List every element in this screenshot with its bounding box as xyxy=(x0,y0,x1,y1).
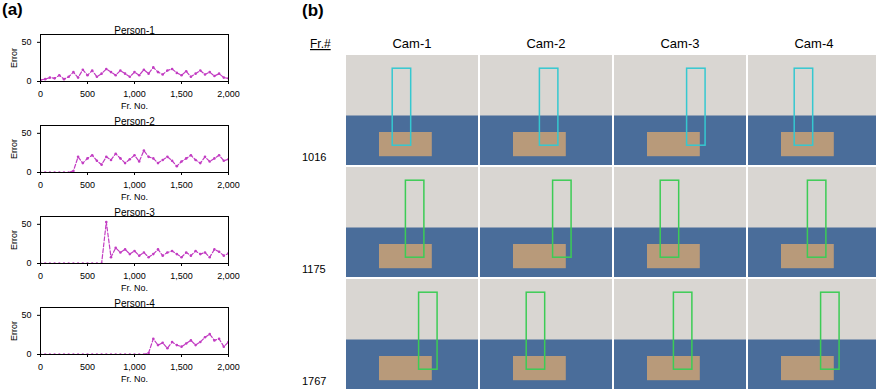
html-text:(a): (a) xyxy=(2,0,23,19)
svg-text:0: 0 xyxy=(26,258,31,268)
svg-text:0: 0 xyxy=(26,167,31,177)
svg-text:2,000: 2,000 xyxy=(217,271,240,281)
svg-text:0: 0 xyxy=(26,349,31,359)
svg-text:Cam-2: Cam-2 xyxy=(526,36,565,51)
svg-text:Fr. No.: Fr. No. xyxy=(121,374,148,384)
svg-text:Cam-3: Cam-3 xyxy=(660,36,699,51)
svg-text:Error: Error xyxy=(9,48,19,68)
svg-text:1,000: 1,000 xyxy=(123,180,146,190)
svg-text:0: 0 xyxy=(38,271,43,281)
svg-text:0: 0 xyxy=(38,180,43,190)
svg-text:Error: Error xyxy=(9,230,19,250)
svg-text:500: 500 xyxy=(80,362,95,372)
svg-text:1,500: 1,500 xyxy=(170,271,193,281)
svg-text:1016: 1016 xyxy=(302,151,326,163)
svg-text:1,000: 1,000 xyxy=(123,362,146,372)
svg-text:Cam-1: Cam-1 xyxy=(392,36,431,51)
svg-text:500: 500 xyxy=(80,89,95,99)
svg-text:Person-1: Person-1 xyxy=(114,25,155,36)
svg-text:2,000: 2,000 xyxy=(217,180,240,190)
svg-text:500: 500 xyxy=(80,180,95,190)
svg-text:2,000: 2,000 xyxy=(217,89,240,99)
svg-text:Fr. No.: Fr. No. xyxy=(121,192,148,202)
svg-text:Person-3: Person-3 xyxy=(114,207,155,218)
svg-text:Error: Error xyxy=(9,139,19,159)
svg-text:(b): (b) xyxy=(302,1,324,20)
svg-text:Person-4: Person-4 xyxy=(114,298,155,309)
svg-text:1,000: 1,000 xyxy=(123,89,146,99)
svg-text:0: 0 xyxy=(26,76,31,86)
svg-text:1175: 1175 xyxy=(302,263,326,275)
svg-text:1,000: 1,000 xyxy=(123,271,146,281)
svg-text:Cam-4: Cam-4 xyxy=(794,36,833,51)
svg-text:50: 50 xyxy=(21,128,31,138)
svg-text:1,500: 1,500 xyxy=(170,89,193,99)
svg-text:50: 50 xyxy=(21,37,31,47)
svg-text:1,500: 1,500 xyxy=(170,362,193,372)
svg-text:Fr. No.: Fr. No. xyxy=(121,101,148,111)
svg-text:2,000: 2,000 xyxy=(217,362,240,372)
svg-text:Fr.#: Fr.# xyxy=(310,37,331,51)
svg-text:50: 50 xyxy=(21,310,31,320)
svg-text:1,500: 1,500 xyxy=(170,180,193,190)
svg-text:Error: Error xyxy=(9,321,19,341)
svg-text:0: 0 xyxy=(38,362,43,372)
svg-text:50: 50 xyxy=(21,219,31,229)
svg-text:500: 500 xyxy=(80,271,95,281)
svg-text:Fr. No.: Fr. No. xyxy=(121,283,148,293)
svg-text:0: 0 xyxy=(38,89,43,99)
svg-text:Person-2: Person-2 xyxy=(114,116,155,127)
svg-text:1767: 1767 xyxy=(302,375,326,387)
